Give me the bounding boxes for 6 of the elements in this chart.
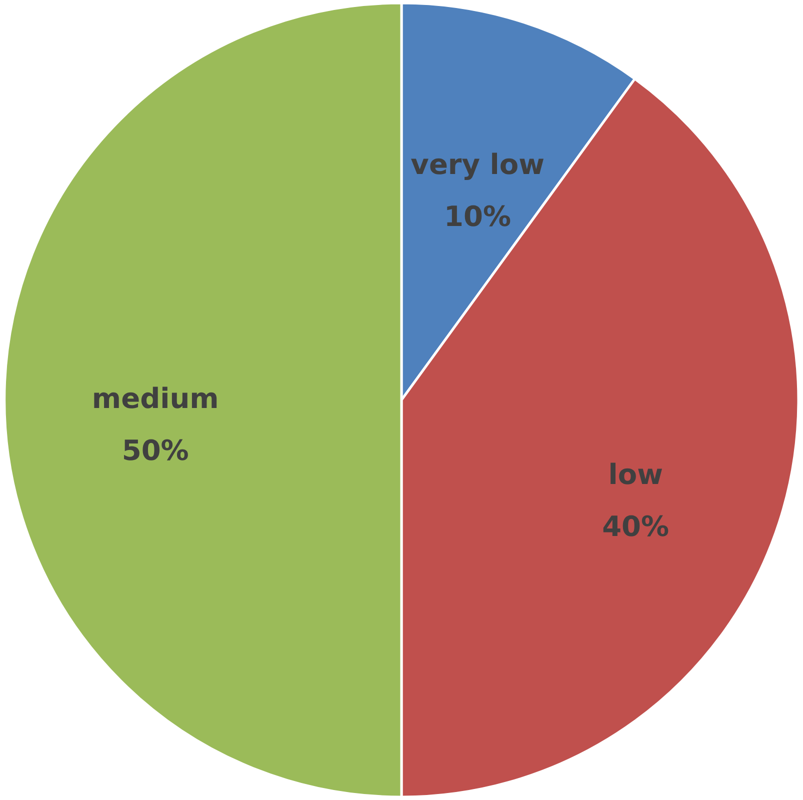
slice-label: very low: [410, 148, 544, 181]
slice-label: medium: [92, 382, 219, 415]
data-label: 40%: [602, 510, 670, 544]
slice-label: low: [608, 458, 663, 492]
data-label: 10%: [444, 200, 512, 233]
data-label: 50%: [122, 434, 189, 467]
